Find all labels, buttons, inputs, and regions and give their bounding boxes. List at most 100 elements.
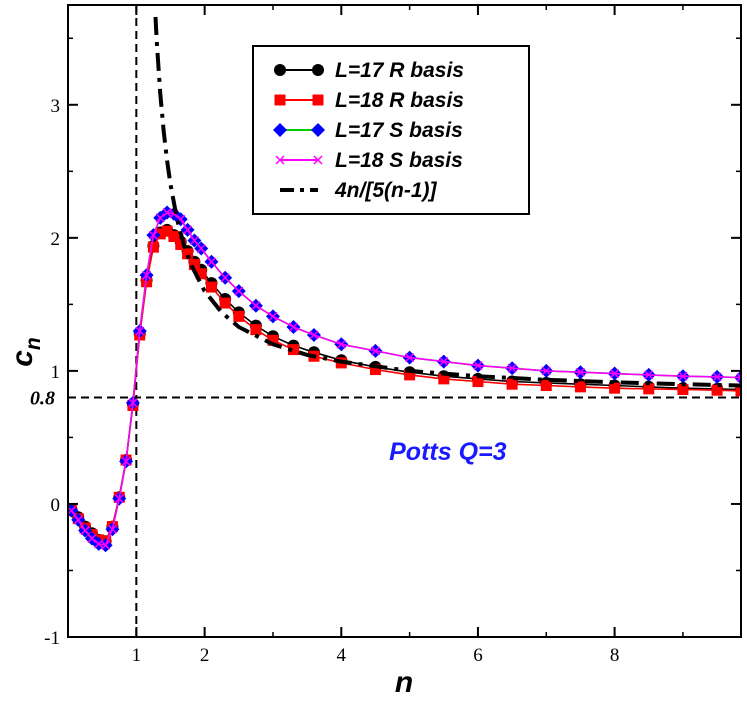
legend-marker: [312, 64, 324, 76]
data-point: [506, 378, 518, 390]
data-point: [712, 372, 722, 382]
data-point: [182, 248, 194, 260]
y-tick-label: 3: [51, 96, 61, 117]
legend-label: L=18 R basis: [335, 89, 464, 112]
data-point: [736, 373, 741, 383]
legend-label: L=17 R basis: [335, 59, 464, 82]
x-tick-label: 4: [337, 645, 347, 666]
y-axis-title-subscript: n: [22, 337, 45, 350]
data-point: [473, 361, 483, 371]
data-point: [219, 297, 231, 309]
data-point: [472, 376, 484, 388]
data-point: [73, 515, 83, 525]
legend-marker: [274, 94, 286, 106]
data-point: [540, 380, 552, 392]
data-point: [168, 231, 180, 243]
data-point: [439, 357, 449, 367]
data-point: [405, 353, 415, 363]
data-point: [711, 384, 723, 396]
legend-marker: [273, 123, 287, 137]
data-point: [101, 540, 111, 550]
data-point: [195, 268, 207, 280]
data-point: [574, 381, 586, 393]
data-point: [162, 208, 172, 218]
data-point: [644, 370, 654, 380]
y-axis-title: cn: [6, 337, 45, 367]
y-tick-label: -1: [44, 628, 60, 649]
data-point: [161, 225, 173, 237]
series-line: [70, 211, 741, 547]
data-point: [678, 371, 688, 381]
legend-label: 4n/[5(n-1)]: [334, 179, 438, 202]
data-point: [189, 235, 199, 246]
data-point: [87, 534, 97, 544]
x-tick-label: 6: [473, 645, 483, 666]
legend-label: L=18 S basis: [335, 149, 463, 172]
x-tick-label: 2: [200, 645, 210, 666]
series-layer: [68, 16, 741, 553]
data-point: [369, 364, 381, 376]
data-point: [370, 346, 380, 356]
data-point: [288, 322, 299, 332]
data-point: [205, 281, 217, 293]
legend-entry-4: L=18 S basis: [275, 149, 463, 172]
data-point: [267, 334, 279, 346]
y-axis-title-main: c: [6, 350, 39, 367]
legend: L=17 R basis L=18 R basis L=17 S basis L=18…: [252, 45, 530, 215]
data-point: [234, 286, 244, 296]
legend-entry-1: L=17 R basis: [274, 59, 464, 82]
x-tick-label: 1: [132, 645, 142, 666]
data-point: [735, 385, 741, 397]
data-point: [114, 494, 124, 504]
data-point: [175, 238, 187, 250]
data-point: [183, 225, 193, 235]
data-point: [309, 330, 319, 340]
data-point: [206, 257, 217, 267]
data-point: [188, 258, 200, 270]
data-point: [609, 382, 621, 394]
legend-marker: [275, 155, 285, 165]
data-point: [251, 301, 261, 311]
data-point: [148, 230, 158, 240]
data-point: [507, 363, 517, 373]
data-point: [121, 456, 131, 466]
x-tick-label: 8: [610, 645, 620, 666]
reference-lines: [68, 5, 741, 637]
data-point: [196, 243, 206, 254]
series-4: [68, 208, 741, 550]
legend-entry-5: 4n/[5(n-1)]: [280, 179, 438, 202]
plot-frame: [67, 4, 742, 638]
data-point: [541, 366, 551, 376]
data-point: [336, 339, 346, 349]
legend-label: L=17 S basis: [335, 119, 463, 142]
legend-marker: [274, 64, 286, 76]
data-point: [128, 398, 138, 408]
reference-line-label: 0.8: [30, 388, 55, 410]
legend-entry-2: L=18 R basis: [274, 89, 464, 112]
data-point: [135, 326, 145, 336]
data-point: [287, 344, 299, 356]
series-5: [153, 16, 741, 388]
y-tick-label: 0: [51, 495, 61, 516]
y-tick-label: 1: [51, 362, 61, 383]
svg-text:cn: cn: [6, 337, 45, 367]
legend-marker: [313, 155, 323, 165]
axis-ticks: 1 2 4 6 8 -1 0 1 2 3: [44, 5, 741, 666]
data-point: [155, 213, 165, 223]
data-point: [268, 311, 278, 321]
legend-marker: [311, 123, 325, 137]
data-point: [220, 273, 230, 283]
data-point: [147, 241, 159, 253]
data-point: [154, 228, 166, 240]
data-point: [250, 324, 262, 336]
data-point: [68, 503, 79, 518]
y-tick-label: 2: [51, 229, 61, 250]
legend-marker: [312, 94, 324, 106]
data-point: [677, 384, 689, 396]
data-point: [404, 369, 416, 381]
data-point: [233, 310, 245, 322]
data-point: [80, 526, 90, 536]
series-line: [153, 16, 741, 388]
data-point: [610, 369, 620, 379]
